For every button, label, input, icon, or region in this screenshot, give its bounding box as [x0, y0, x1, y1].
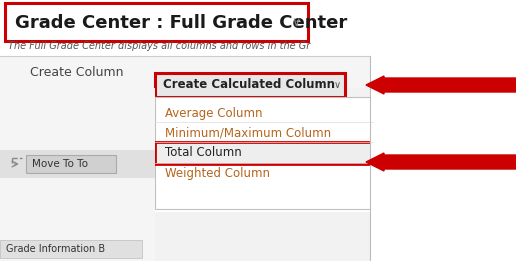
FancyBboxPatch shape [0, 56, 370, 88]
FancyBboxPatch shape [155, 97, 373, 209]
FancyBboxPatch shape [0, 88, 155, 261]
FancyArrow shape [366, 153, 516, 171]
FancyBboxPatch shape [155, 73, 345, 97]
Text: ∨: ∨ [292, 16, 300, 29]
Text: Move To To: Move To To [32, 159, 88, 169]
Text: Minimum/Maximum Column: Minimum/Maximum Column [165, 127, 331, 139]
FancyBboxPatch shape [370, 0, 516, 261]
Text: The Full Grade Center displays all columns and rows in the Gr: The Full Grade Center displays all colum… [8, 41, 310, 51]
FancyBboxPatch shape [155, 97, 373, 212]
FancyBboxPatch shape [0, 150, 155, 178]
FancyBboxPatch shape [5, 3, 308, 41]
Text: Grade Center : Full Grade Center: Grade Center : Full Grade Center [15, 14, 347, 32]
FancyBboxPatch shape [0, 55, 370, 85]
FancyBboxPatch shape [0, 0, 516, 55]
FancyArrow shape [366, 76, 516, 94]
Text: ☞: ☞ [390, 157, 404, 171]
FancyBboxPatch shape [155, 142, 373, 164]
Text: Total Column: Total Column [165, 146, 242, 159]
Text: Create Calculated Column: Create Calculated Column [163, 79, 335, 92]
Text: Grade Information B: Grade Information B [6, 244, 105, 254]
Text: Create Column: Create Column [30, 66, 123, 79]
Text: ∨: ∨ [333, 80, 341, 90]
Text: Weighted Column: Weighted Column [165, 168, 270, 181]
Text: Average Column: Average Column [165, 108, 263, 121]
FancyBboxPatch shape [0, 240, 142, 258]
FancyBboxPatch shape [26, 155, 116, 173]
